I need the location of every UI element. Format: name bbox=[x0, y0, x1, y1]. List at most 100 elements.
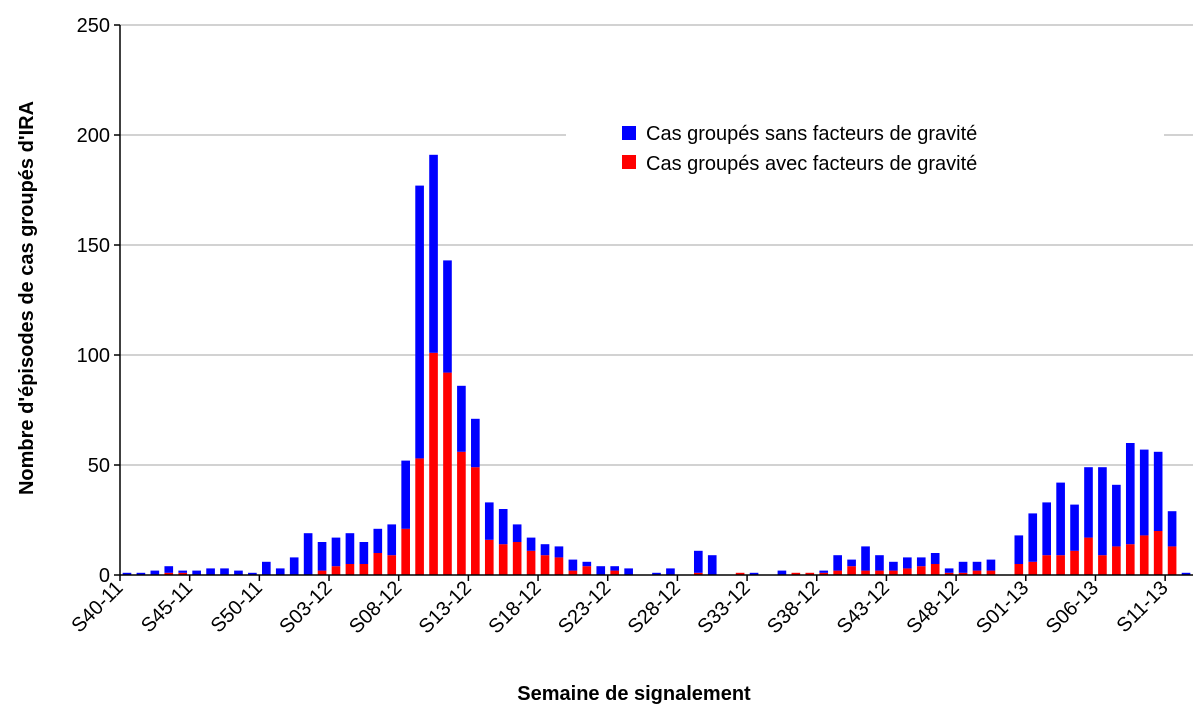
x-tick-label-S18-12: S18-12 bbox=[484, 577, 545, 638]
bar-avec-S19-12 bbox=[554, 557, 564, 575]
bar-sans-S05-13 bbox=[1084, 467, 1093, 538]
bar-avec-S16-12 bbox=[512, 542, 522, 575]
bar-avec-S36-12 bbox=[791, 572, 801, 575]
bar-sans-S43-11 bbox=[164, 566, 174, 573]
x-tick-label-S28-12: S28-12 bbox=[624, 577, 685, 638]
bar-sans-S04-13 bbox=[1070, 504, 1079, 551]
bar-avec-S43-12 bbox=[889, 570, 898, 575]
bar-avec-S05-12 bbox=[359, 564, 369, 575]
bar-sans-S01-13 bbox=[1028, 513, 1038, 562]
bar-sans-S03-12 bbox=[331, 537, 341, 567]
bar-sans-S11-13 bbox=[1167, 511, 1177, 547]
legend-background bbox=[566, 92, 1164, 192]
bar-avec-S02-12 bbox=[317, 570, 327, 575]
bar-avec-S11-12 bbox=[443, 372, 452, 575]
bar-avec-S21-12 bbox=[582, 566, 592, 575]
bar-sans-S19-12 bbox=[554, 546, 564, 558]
bar-sans-S17-12 bbox=[526, 537, 536, 551]
bar-sans-S20-12 bbox=[568, 559, 578, 571]
bar-sans-S47-12 bbox=[944, 568, 954, 573]
bar-avec-S05-13 bbox=[1084, 537, 1093, 575]
bar-sans-S43-12 bbox=[889, 561, 898, 571]
x-tick-label-S08-12: S08-12 bbox=[345, 577, 406, 638]
bar-sans-S14-12 bbox=[484, 502, 494, 540]
bar-avec-S15-12 bbox=[498, 544, 508, 575]
bar-sans-S26-12 bbox=[652, 572, 661, 575]
bar-avec-S07-12 bbox=[387, 555, 397, 575]
bar-sans-S42-11 bbox=[150, 570, 160, 575]
bar-sans-S46-11 bbox=[206, 568, 215, 575]
bar-sans-S08-12 bbox=[401, 460, 410, 529]
x-tick-label-S03-12: S03-12 bbox=[275, 577, 336, 638]
bar-sans-S04-12 bbox=[345, 533, 355, 564]
bar-avec-S45-12 bbox=[916, 566, 926, 575]
x-tick-label-S23-12: S23-12 bbox=[554, 577, 615, 638]
bar-sans-S02-13 bbox=[1042, 502, 1051, 556]
bar-sans-S40-11 bbox=[122, 572, 132, 575]
bar-avec-S06-12 bbox=[373, 553, 383, 575]
bar-avec-S10-13 bbox=[1153, 531, 1163, 575]
y-tick-label: 150 bbox=[77, 235, 110, 257]
bar-avec-S14-12 bbox=[484, 539, 494, 575]
bar-sans-S33-12 bbox=[749, 572, 759, 575]
x-tick-label-S48-12: S48-12 bbox=[902, 577, 963, 638]
gridlines bbox=[120, 24, 1193, 466]
bar-avec-S42-12 bbox=[875, 570, 884, 575]
bar-sans-S23-12 bbox=[610, 566, 620, 571]
bar-avec-S46-12 bbox=[930, 564, 940, 575]
bar-avec-S37-12 bbox=[805, 572, 815, 575]
bar-sans-S50-12 bbox=[986, 559, 996, 571]
bar-avec-S20-12 bbox=[568, 570, 578, 575]
bars bbox=[122, 154, 1191, 575]
legend-label-avec: Cas groupés avec facteurs de gravité bbox=[646, 153, 977, 175]
x-tick-label-S45-11: S45-11 bbox=[137, 577, 197, 637]
x-tick-label-S01-13: S01-13 bbox=[972, 577, 1033, 638]
bar-sans-S41-12 bbox=[861, 546, 870, 571]
bar-avec-S09-13 bbox=[1139, 535, 1149, 575]
legend-label-sans: Cas groupés sans facteurs de gravité bbox=[646, 123, 977, 145]
y-tick-label: 50 bbox=[88, 455, 110, 477]
bar-sans-S48-11 bbox=[234, 570, 243, 575]
bar-sans-S12-12 bbox=[457, 385, 466, 452]
bar-avec-S04-12 bbox=[345, 564, 355, 575]
x-axis-title: Semaine de signalement bbox=[517, 683, 751, 705]
bar-sans-S45-11 bbox=[192, 570, 201, 575]
bar-sans-S08-13 bbox=[1125, 443, 1135, 545]
bar-avec-S08-12 bbox=[401, 528, 410, 575]
x-tick-label-S13-12: S13-12 bbox=[415, 577, 476, 638]
bar-avec-S48-12 bbox=[958, 572, 968, 575]
bar-avec-S03-12 bbox=[331, 566, 341, 575]
bar-sans-S35-12 bbox=[777, 570, 787, 575]
bar-sans-S40-12 bbox=[847, 559, 856, 567]
bar-avec-S38-12 bbox=[819, 572, 829, 575]
bar-sans-S49-11 bbox=[248, 572, 257, 575]
legend: Cas groupés sans facteurs de gravité Cas… bbox=[566, 92, 1164, 192]
bar-sans-S03-13 bbox=[1056, 482, 1065, 556]
bar-avec-S44-12 bbox=[903, 568, 912, 575]
bar-avec-S41-12 bbox=[861, 570, 870, 575]
bar-sans-S30-12 bbox=[707, 555, 717, 575]
bar-avec-S12-12 bbox=[457, 451, 466, 575]
bar-avec-S09-12 bbox=[415, 458, 424, 575]
x-tick-label-S40-11: S40-11 bbox=[67, 577, 127, 637]
bar-sans-S13-12 bbox=[471, 418, 480, 468]
bar-avec-S18-12 bbox=[540, 555, 550, 575]
bar-sans-S52-12 bbox=[1014, 535, 1024, 564]
bar-avec-S44-11 bbox=[178, 572, 188, 575]
bar-avec-S04-13 bbox=[1070, 550, 1079, 575]
bar-avec-S17-12 bbox=[526, 550, 536, 575]
y-tick-label: 0 bbox=[99, 565, 110, 587]
bar-sans-S06-12 bbox=[373, 528, 383, 553]
bar-sans-S05-12 bbox=[359, 542, 369, 564]
bar-sans-S12-13 bbox=[1181, 572, 1191, 575]
bar-sans-S46-12 bbox=[930, 553, 940, 564]
bar-sans-S10-12 bbox=[429, 154, 438, 353]
bar-sans-S44-11 bbox=[178, 570, 188, 573]
bar-avec-S39-12 bbox=[833, 570, 842, 575]
bar-sans-S24-12 bbox=[624, 568, 633, 575]
bar-avec-S06-13 bbox=[1098, 555, 1107, 575]
bar-sans-S39-12 bbox=[833, 555, 842, 571]
x-tick-label-S43-12: S43-12 bbox=[833, 577, 894, 638]
bar-sans-S44-12 bbox=[903, 557, 912, 569]
